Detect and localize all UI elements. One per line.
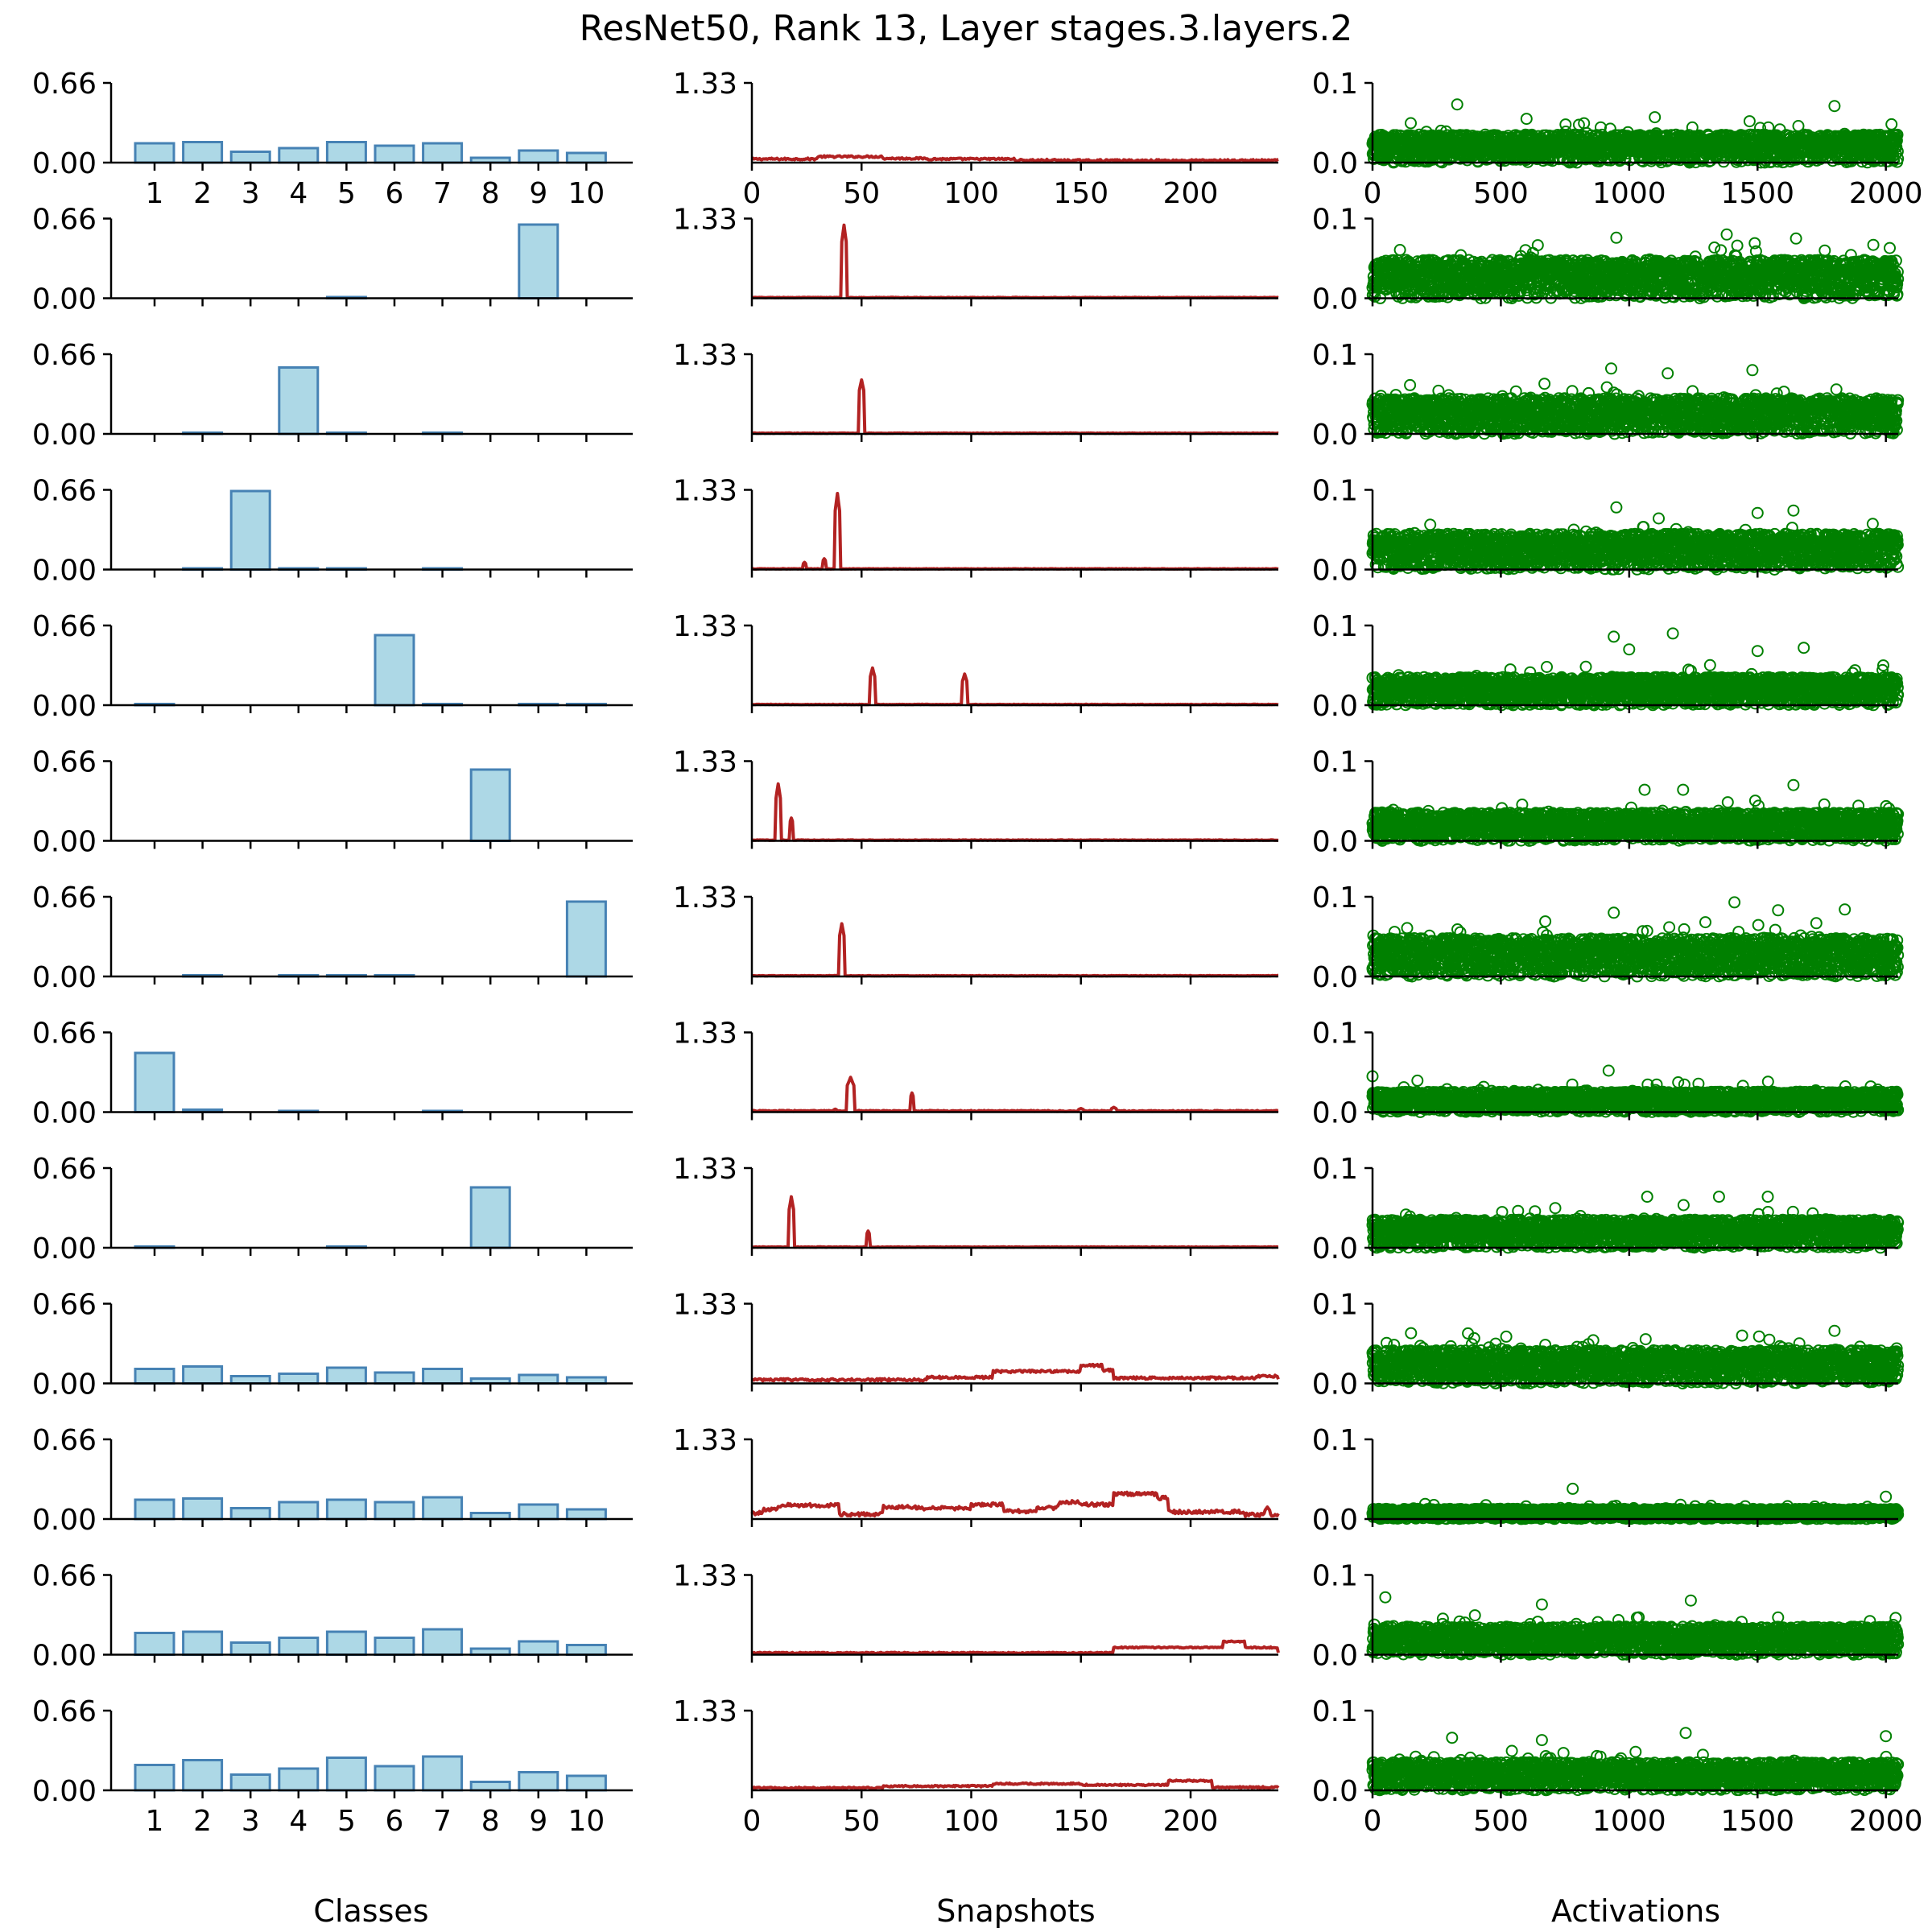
scatter-points (1366, 98, 1905, 169)
scatter-point (1743, 115, 1756, 128)
scatter-panel-2: 0.1 0.0 (1312, 204, 1905, 316)
chart-title: ResNet50, Rank 13, Layer stages.3.layers… (580, 8, 1353, 49)
x-tick-label: 7 (433, 177, 452, 210)
bar (278, 366, 320, 436)
y-tick-label: 1.33 (673, 339, 737, 372)
bar-panel-2: 0.66 0.00 (32, 204, 633, 316)
line-panel-3: 1.33 (673, 339, 1279, 442)
x-tick-label: 1000 (1592, 177, 1666, 210)
x-tick-label: 0 (1364, 177, 1382, 210)
bar (182, 141, 224, 164)
scatter-point-outlier (1828, 100, 1841, 113)
scatter-point-outlier (1451, 98, 1463, 111)
scatter-point (1393, 244, 1406, 256)
x-tick-label: 0 (743, 177, 762, 210)
x-tick-label: 1500 (1720, 177, 1794, 210)
x-tick-label: 2000 (1849, 177, 1923, 210)
scatter-point (1885, 118, 1898, 130)
scatter-point-outlier (1610, 231, 1623, 244)
x-tick-label: 150 (1053, 177, 1108, 210)
bar (325, 141, 367, 164)
scatter-point-outlier (1520, 113, 1533, 126)
y-tick-label: 0.0 (1312, 283, 1358, 316)
y-tick-label: 0.00 (32, 419, 97, 452)
scatter-point (1884, 242, 1896, 254)
scatter-point (1715, 244, 1728, 257)
panels-grid: 0.660.001 2 3 4 5 6 7 8 9 101.330 50 100 150 2000.10.… (32, 68, 1923, 1838)
scatter-point-outlier (1649, 111, 1662, 124)
y-tick-label: 1.33 (673, 204, 737, 237)
y-tick-label: 0.66 (32, 204, 97, 237)
x-tick-label: 10 (568, 177, 605, 210)
y-tick-label: 1.33 (673, 68, 737, 101)
y-tick-label: 0.1 (1312, 204, 1358, 237)
bar-panel-3: 0.66 0.00 (32, 339, 633, 452)
x-tick-label: 4 (289, 177, 308, 210)
scatter-point (1404, 378, 1417, 391)
scatter-points (1366, 228, 1905, 304)
scatter-panel-1: 0.1 0.00 500 1000 1500 2000 (1312, 68, 1923, 210)
y-tick-label: 0.66 (32, 339, 97, 372)
line-panel-2: 1.33 (673, 204, 1279, 307)
series-line (751, 223, 1279, 299)
bar-panel-1: 0.66 0.00 1 2 3 4 5 6 7 8 9 10 (32, 68, 633, 210)
bar (229, 151, 271, 164)
scatter-point (1818, 244, 1831, 257)
scatter-point-outlier (1720, 228, 1733, 241)
x-tick-label: 1 (146, 177, 164, 210)
scatter-point (1867, 238, 1880, 251)
x-tick-label: 9 (529, 177, 547, 210)
series-line (751, 154, 1279, 163)
x-tick-label: 8 (481, 177, 500, 210)
line-panel-1: 1.33 0 50 100 150 200 (673, 68, 1279, 210)
bar (518, 223, 559, 299)
y-tick-label: 0.00 (32, 283, 97, 316)
x-tick-label: 50 (843, 177, 880, 210)
scatter-point (1708, 242, 1721, 254)
scatter-point-outlier (1790, 232, 1802, 245)
x-tick-label: 200 (1163, 177, 1219, 210)
scatter-point (1405, 117, 1417, 130)
x-tick-label: 2 (193, 177, 212, 210)
scatter-panel-3: 0.10.0 (1312, 339, 1905, 452)
bar (518, 149, 559, 164)
x-tick-label: 100 (943, 177, 999, 210)
y-tick-label: 0.66 (32, 68, 97, 101)
y-tick-label: 0.00 (32, 147, 97, 180)
scatter-point (1538, 378, 1551, 390)
bar (134, 142, 175, 164)
x-tick-label: 500 (1473, 177, 1529, 210)
x-tick-label: 3 (242, 177, 260, 210)
bar (565, 151, 607, 164)
x-tick-label: 5 (337, 177, 356, 210)
bar (374, 144, 415, 164)
bar (278, 147, 320, 164)
scatter-points (1366, 362, 1905, 440)
scatter-point (1731, 239, 1744, 252)
series-line (751, 378, 1279, 436)
scatter-point (1531, 239, 1544, 252)
x-tick-label: 6 (386, 177, 404, 210)
bar (422, 142, 464, 164)
y-tick-label: 0.0 (1312, 147, 1358, 180)
y-tick-label: 0.1 (1312, 68, 1358, 101)
